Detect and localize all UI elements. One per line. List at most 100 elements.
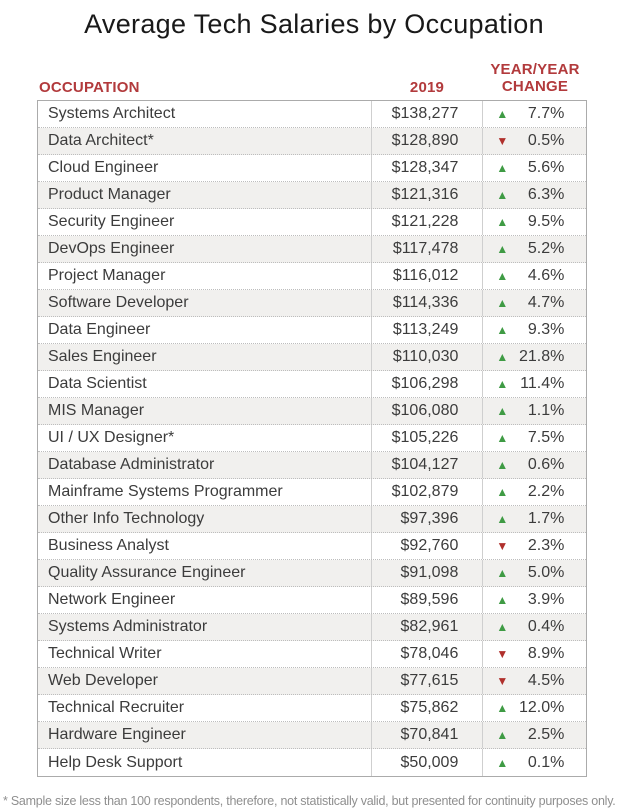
change-percent: 5.2%: [527, 239, 565, 257]
occupation-cell: Product Manager: [48, 185, 171, 203]
occupation-cell: Systems Architect: [48, 104, 176, 122]
change-percent: 6.3%: [527, 185, 565, 203]
change-percent: 4.7%: [527, 293, 565, 311]
salary-cell: $114,336: [370, 289, 483, 316]
change-cell: ▲ 5.2%: [482, 235, 586, 262]
occupation-cell: Data Architect*: [48, 131, 154, 149]
change-cell: ▲ 7.5%: [482, 424, 586, 451]
change-percent: 4.6%: [527, 266, 565, 284]
change-percent: 5.6%: [527, 158, 565, 176]
table-row: Security Engineer $121,228 ▲ 9.5%: [38, 208, 586, 236]
table-row: Technical Recruiter $75,862 ▲ 12.0%: [38, 695, 586, 723]
up-arrow-icon: ▲: [496, 728, 509, 743]
change-percent: 0.5%: [527, 131, 565, 149]
change-percent: 11.4%: [520, 374, 565, 392]
change-percent: 2.2%: [527, 482, 565, 500]
occupation-cell: Cloud Engineer: [48, 158, 159, 176]
occupation-cell: Security Engineer: [48, 212, 175, 230]
change-cell: ▼ 2.3%: [482, 533, 586, 560]
salary-table: Systems Architect $138,277 ▲ 7.7% Data A…: [37, 99, 587, 778]
down-arrow-icon: ▼: [496, 133, 509, 148]
change-cell: ▼ 0.5%: [482, 127, 586, 154]
up-arrow-icon: ▲: [496, 241, 509, 256]
occupation-cell: MIS Manager: [48, 401, 145, 419]
change-cell: ▲ 9.5%: [482, 208, 586, 235]
table-row: Database Administrator $104,127 ▲ 0.6%: [38, 451, 586, 479]
table-row: Other Info Technology $97,396 ▲ 1.7%: [38, 505, 586, 533]
up-arrow-icon: ▲: [496, 376, 509, 391]
salary-cell: $106,298: [370, 370, 483, 397]
change-cell: ▲ 21.8%: [482, 343, 586, 370]
salary-cell: $128,347: [370, 154, 483, 181]
occupation-column-header: OCCUPATION: [39, 78, 140, 96]
table-row: Product Manager $121,316 ▲ 6.3%: [38, 181, 586, 209]
table-row: Web Developer $77,615 ▼ 4.5%: [38, 668, 586, 696]
table-row: Sales Engineer $110,030 ▲ 21.8%: [38, 343, 586, 371]
table-row: DevOps Engineer $117,478 ▲ 5.2%: [38, 235, 586, 263]
up-arrow-icon: ▲: [496, 295, 509, 310]
change-cell: ▲ 5.6%: [482, 154, 586, 181]
table-row: UI / UX Designer* $105,226 ▲ 7.5%: [38, 424, 586, 452]
occupation-cell: Technical Recruiter: [48, 699, 185, 717]
table-row: Cloud Engineer $128,347 ▲ 5.6%: [38, 154, 586, 182]
occupation-cell: Help Desk Support: [48, 753, 183, 771]
table-row: Project Manager $116,012 ▲ 4.6%: [38, 262, 586, 290]
occupation-cell: Web Developer: [48, 672, 158, 690]
up-arrow-icon: ▲: [496, 403, 509, 418]
occupation-cell: Systems Administrator: [48, 618, 208, 636]
occupation-cell: Mainframe Systems Programmer: [48, 482, 283, 500]
year-2019-column-header: 2019: [409, 78, 445, 96]
occupation-cell: Network Engineer: [48, 591, 176, 609]
change-cell: ▲ 9.3%: [482, 316, 586, 343]
salary-cell: $82,961: [370, 614, 483, 641]
occupation-cell: UI / UX Designer*: [48, 428, 175, 446]
change-percent: 1.7%: [527, 509, 565, 527]
table-row: MIS Manager $106,080 ▲ 1.1%: [38, 397, 586, 425]
change-percent: 9.5%: [527, 212, 565, 230]
change-percent: 2.5%: [527, 726, 565, 744]
occupation-cell: Data Engineer: [48, 320, 151, 338]
occupation-cell: Hardware Engineer: [48, 726, 186, 744]
occupation-cell: Project Manager: [48, 266, 166, 284]
occupation-cell: Technical Writer: [48, 645, 162, 663]
table-row: Mainframe Systems Programmer $102,879 ▲ …: [38, 478, 586, 506]
occupation-cell: Business Analyst: [48, 537, 169, 555]
up-arrow-icon: ▲: [496, 106, 509, 121]
up-arrow-icon: ▲: [496, 160, 509, 175]
salary-cell: $89,596: [370, 587, 483, 614]
up-arrow-icon: ▲: [496, 322, 509, 337]
occupation-cell: Other Info Technology: [48, 509, 205, 527]
change-percent: 0.6%: [527, 455, 565, 473]
change-percent: 1.1%: [527, 401, 565, 419]
change-percent: 0.1%: [527, 753, 565, 771]
down-arrow-icon: ▼: [496, 674, 509, 689]
table-row: Data Engineer $113,249 ▲ 9.3%: [38, 316, 586, 344]
salary-cell: $91,098: [370, 560, 483, 587]
table-column-headers: OCCUPATION 2019 YEAR/YEAR CHANGE: [37, 61, 587, 100]
salary-cell: $121,228: [370, 208, 483, 235]
salary-cell: $138,277: [370, 100, 483, 127]
salary-cell: $78,046: [370, 641, 483, 668]
change-percent: 7.7%: [527, 104, 565, 122]
salary-cell: $121,316: [370, 181, 483, 208]
change-cell: ▲ 5.0%: [482, 560, 586, 587]
up-arrow-icon: ▲: [496, 484, 509, 499]
page-title: Average Tech Salaries by Occupation: [84, 9, 544, 39]
occupation-cell: Software Developer: [48, 293, 189, 311]
up-arrow-icon: ▲: [496, 511, 509, 526]
change-percent: 3.9%: [527, 591, 565, 609]
table-row: Quality Assurance Engineer $91,098 ▲ 5.0…: [38, 560, 586, 588]
change-percent: 7.5%: [527, 428, 565, 446]
table-row: Technical Writer $78,046 ▼ 8.9%: [38, 641, 586, 669]
salary-cell: $104,127: [370, 451, 483, 478]
up-arrow-icon: ▲: [496, 349, 509, 364]
salary-cell: $105,226: [370, 424, 483, 451]
table-row: Data Scientist $106,298 ▲ 11.4%: [38, 370, 586, 398]
salary-cell: $70,841: [370, 722, 483, 749]
up-arrow-icon: ▲: [496, 593, 509, 608]
up-arrow-icon: ▲: [496, 566, 509, 581]
change-percent: 12.0%: [518, 699, 565, 717]
salary-cell: $75,862: [370, 695, 483, 722]
salary-cell: $117,478: [370, 235, 483, 262]
